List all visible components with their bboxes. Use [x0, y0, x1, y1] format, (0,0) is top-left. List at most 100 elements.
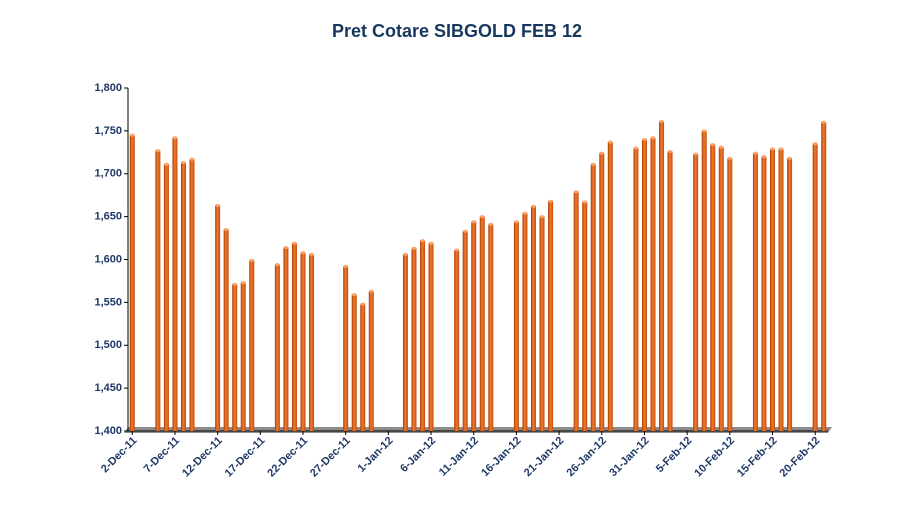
bar-cap [309, 252, 315, 256]
bar [599, 153, 605, 432]
chart-title: Pret Cotare SIBGOLD FEB 12 [332, 21, 582, 41]
bar [727, 158, 733, 431]
x-tick-label: 17-Dec-11 [223, 435, 268, 480]
bar-cap [667, 149, 673, 153]
x-tick-label: 6-Jan-12 [398, 435, 438, 475]
bar [172, 137, 178, 432]
bar [189, 159, 195, 432]
bar-cap [240, 281, 246, 285]
bar [479, 216, 485, 431]
bar-cap [232, 282, 238, 286]
bar-cap [471, 220, 477, 224]
bar [129, 135, 135, 431]
x-tick-label: 10-Feb-12 [692, 435, 737, 480]
y-tick-label: 1,600 [94, 253, 122, 265]
bar [180, 162, 186, 432]
bar [710, 144, 716, 431]
y-tick-label: 1,500 [94, 339, 122, 351]
bar [787, 158, 793, 431]
bar-cap [172, 136, 178, 140]
bar-cap [223, 227, 229, 231]
bar-cap [548, 199, 554, 203]
bar-cap [573, 190, 579, 194]
y-tick-label: 1,450 [94, 382, 122, 394]
bar-cap [727, 156, 733, 160]
bar [283, 247, 289, 431]
bar-cap [770, 147, 776, 151]
bar [155, 150, 161, 431]
bar-cap [411, 246, 417, 250]
bar [343, 266, 349, 431]
bar [488, 224, 494, 431]
bar-cap [420, 239, 426, 243]
bar [522, 213, 528, 431]
bar-cap [360, 302, 366, 306]
x-tick-label: 2-Dec-11 [99, 435, 139, 475]
bar-cap [300, 251, 306, 255]
y-tick-label: 1,400 [94, 425, 122, 437]
bar [761, 156, 767, 431]
bar [573, 191, 579, 431]
bar-cap [402, 252, 408, 256]
bar [368, 291, 374, 431]
bar [291, 243, 297, 431]
bar-cap [659, 119, 665, 123]
bar-cap [368, 289, 374, 293]
bar [300, 252, 306, 431]
bar-cap [274, 263, 280, 267]
bar [249, 260, 255, 431]
x-tick-label: 11-Jan-12 [437, 435, 481, 479]
bar [641, 139, 647, 431]
bar-cap [693, 152, 699, 156]
bar-cap [718, 145, 724, 149]
bar [778, 148, 784, 431]
bar [701, 130, 707, 431]
bar [428, 243, 434, 431]
bar-cap [821, 120, 827, 124]
bar [659, 121, 665, 431]
bar-cap [129, 133, 135, 137]
y-tick-label: 1,750 [94, 125, 122, 137]
bar [821, 122, 827, 432]
bar [718, 147, 724, 432]
bar [215, 205, 221, 431]
bar-cap [761, 155, 767, 159]
bar-cap [351, 293, 357, 297]
x-tick-label: 22-Dec-11 [265, 435, 310, 480]
bar-cap [633, 146, 639, 150]
bar [360, 304, 366, 431]
x-tick-label: 16-Jan-12 [479, 435, 523, 479]
bar [693, 154, 699, 431]
bar-cap [539, 215, 545, 219]
bar [274, 264, 280, 431]
bar-cap [249, 258, 255, 262]
floor [124, 427, 832, 433]
bar [530, 206, 536, 431]
bar-cap [428, 241, 434, 245]
bar-cap [582, 200, 588, 204]
bar [548, 201, 554, 431]
bar [582, 202, 588, 431]
bar-cap [599, 151, 605, 155]
bar-cap [530, 204, 536, 208]
bar-cap [283, 245, 289, 249]
bar [351, 294, 357, 431]
bar [590, 164, 596, 431]
bar-cap [522, 211, 528, 215]
bar-cap [462, 229, 468, 233]
bar-cap [488, 222, 494, 226]
bar-cap [163, 162, 169, 166]
bar-cap [607, 140, 613, 144]
bar [411, 248, 417, 431]
x-tick-label: 1-Jan-12 [355, 435, 395, 475]
bar [770, 148, 776, 431]
y-tick-label: 1,650 [94, 211, 122, 223]
x-tick-label: 5-Feb-12 [654, 435, 694, 475]
x-tick-label: 27-Dec-11 [308, 435, 353, 480]
bar [752, 153, 758, 432]
bar-cap [155, 149, 161, 153]
x-tick-label: 7-Dec-11 [142, 435, 182, 475]
bar [402, 254, 408, 431]
bar-cap [291, 241, 297, 245]
